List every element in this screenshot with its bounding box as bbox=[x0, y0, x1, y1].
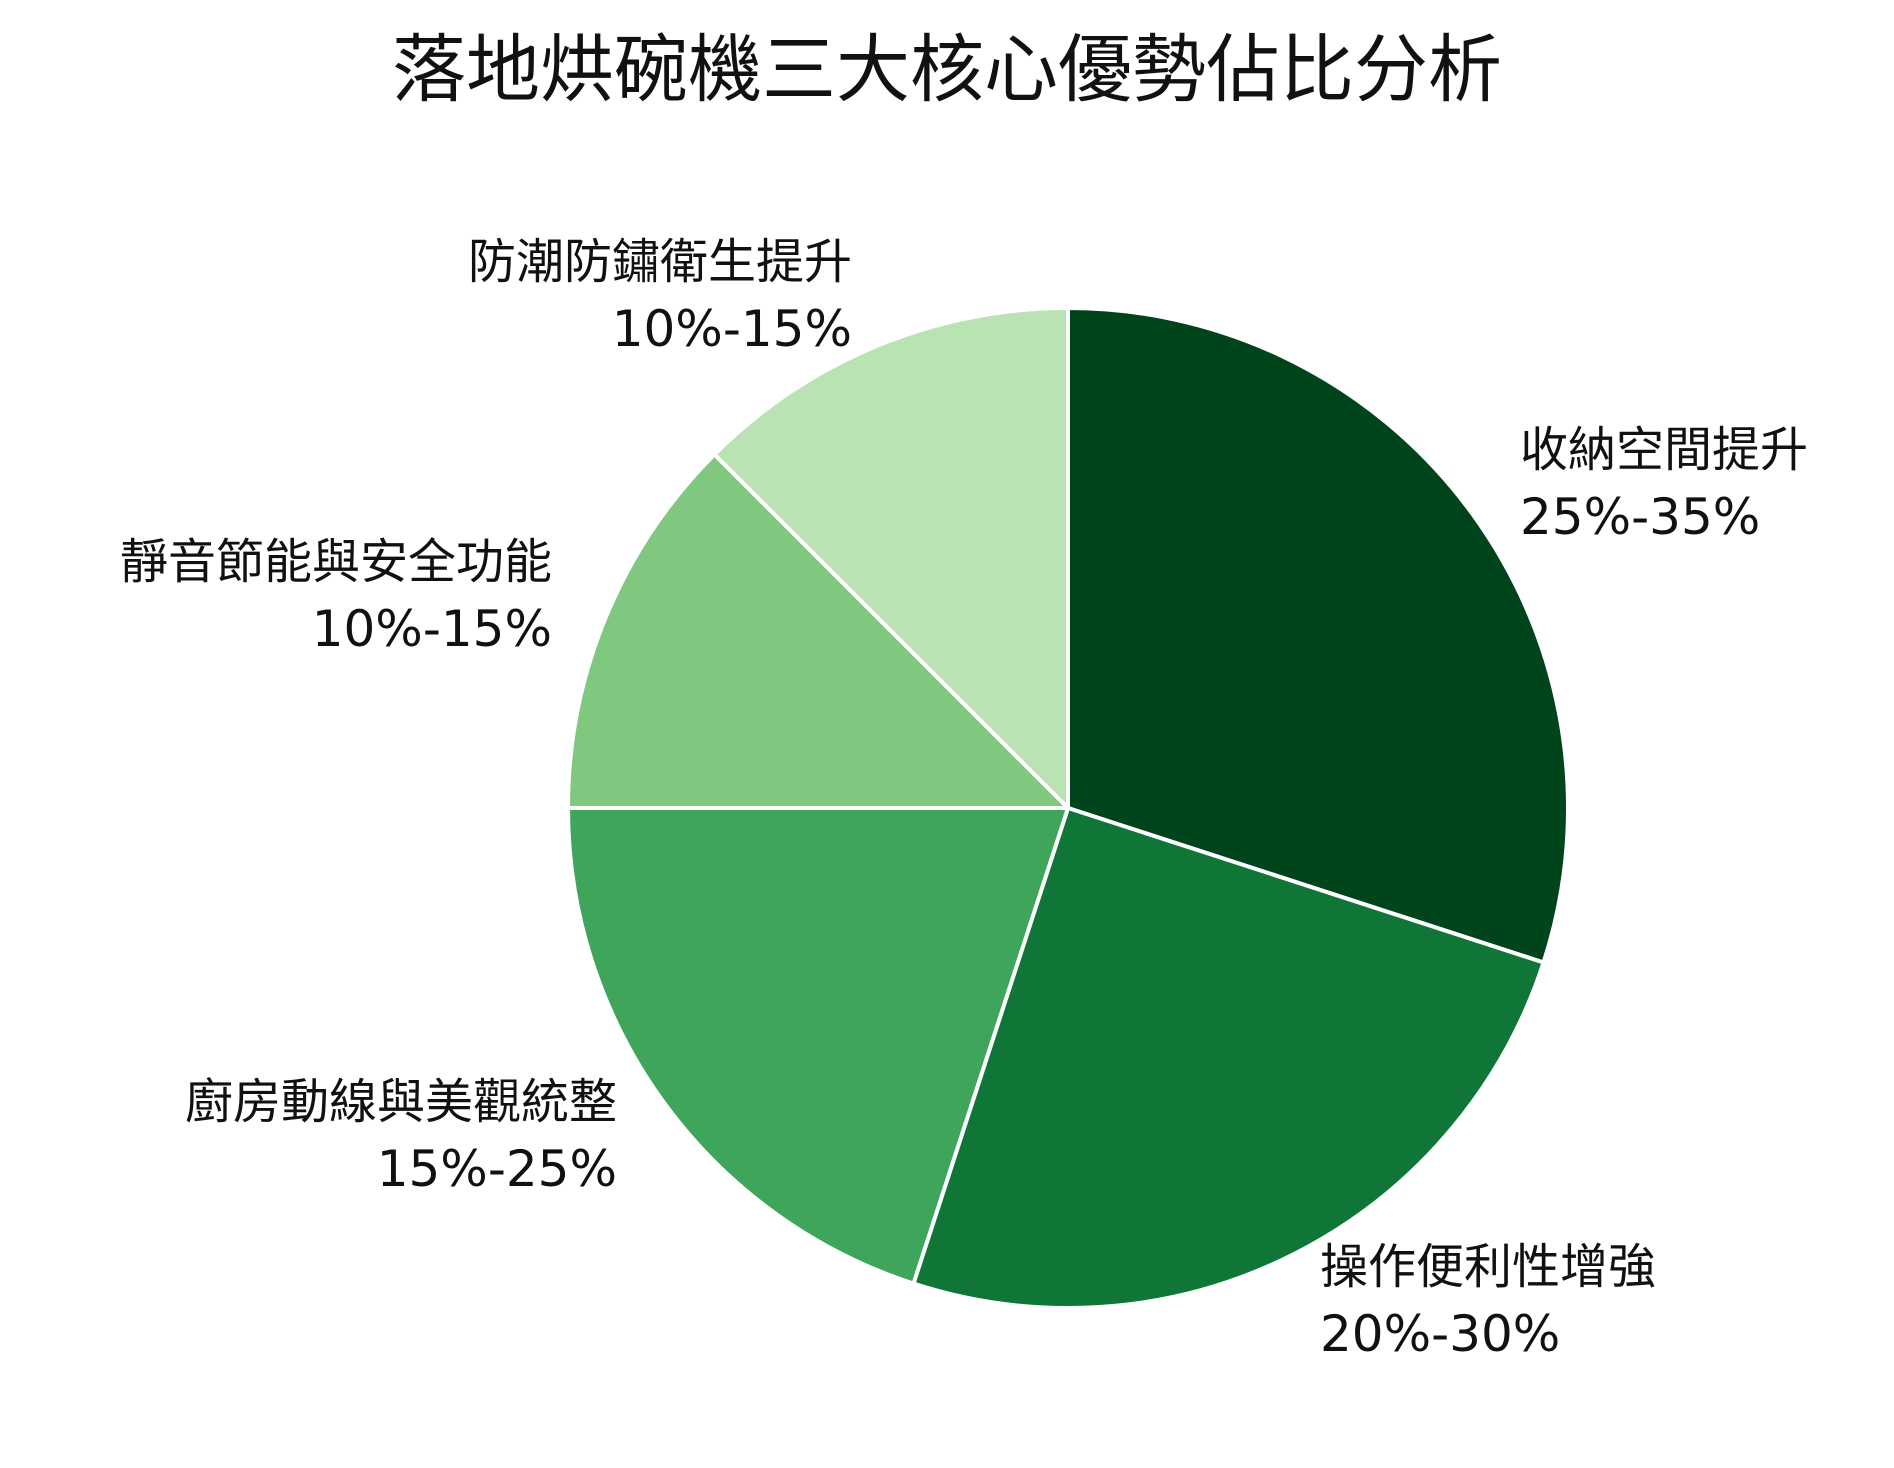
pie-slice-5 bbox=[712, 306, 1070, 810]
pie-slice-4 bbox=[566, 452, 1070, 810]
slice-label-5: 防潮防鏽衛生提升 bbox=[468, 234, 852, 290]
slice-range-label-5: 10%-15% bbox=[612, 300, 852, 358]
slice-range-label-2: 20%-30% bbox=[1320, 1305, 1560, 1363]
slice-label-2: 操作便利性增強 bbox=[1320, 1239, 1656, 1295]
slice-range-label-1: 25%-35% bbox=[1520, 488, 1760, 546]
chart-title: 落地烘碗機三大核心優勢佔比分析 bbox=[392, 27, 1502, 113]
slice-labels: 收納空間提升 25%-35% 操作便利性增強 20%-30% 廚房動線與美觀統整 15%-… bbox=[120, 234, 1808, 1363]
slice-label-1: 收納空間提升 bbox=[1520, 422, 1808, 478]
slice-label-4: 靜音節能與安全功能 bbox=[120, 534, 552, 590]
pie-slice-2 bbox=[911, 806, 1546, 1310]
slice-range-label-3: 15%-25% bbox=[377, 1140, 617, 1198]
pie-slice-3 bbox=[566, 806, 1070, 1286]
pie-slice-1 bbox=[1066, 306, 1570, 965]
pie-slices bbox=[566, 306, 1570, 1310]
slice-range-label-4: 10%-15% bbox=[312, 600, 552, 658]
slice-label-3: 廚房動線與美觀統整 bbox=[185, 1074, 617, 1130]
